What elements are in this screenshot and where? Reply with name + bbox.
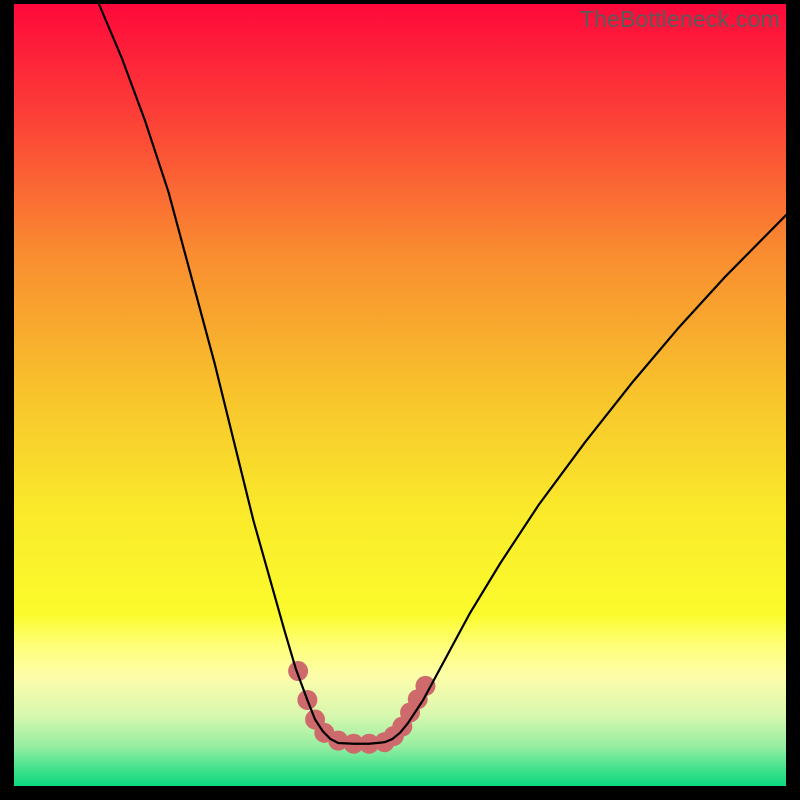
bottleneck-curve — [99, 4, 786, 744]
watermark-text: TheBottleneck.com — [580, 6, 780, 33]
marker-dot — [415, 676, 435, 696]
curve-layer — [14, 4, 786, 786]
chart-frame: TheBottleneck.com — [0, 0, 800, 800]
plot-area — [14, 4, 786, 786]
